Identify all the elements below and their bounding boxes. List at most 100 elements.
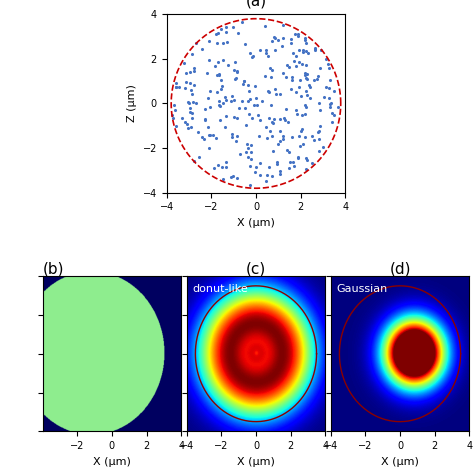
Point	[234, 68, 241, 75]
Point	[315, 99, 323, 106]
Point	[316, 106, 324, 114]
Point	[279, 132, 287, 140]
Point	[282, 73, 289, 81]
Point	[302, 39, 310, 46]
Point	[211, 62, 219, 70]
Point	[268, 66, 275, 74]
Point	[206, 103, 214, 111]
Point	[315, 147, 323, 155]
Point	[276, 170, 283, 178]
Point	[191, 100, 199, 107]
Point	[172, 122, 179, 130]
Point	[168, 111, 176, 118]
Point	[265, 163, 273, 171]
Point	[240, 77, 247, 85]
Point	[330, 87, 338, 94]
Point	[246, 181, 254, 189]
Point	[256, 116, 264, 124]
Point	[311, 46, 319, 53]
Point	[188, 109, 196, 117]
Point	[283, 146, 291, 154]
Point	[292, 52, 300, 59]
Point	[274, 36, 282, 43]
Point	[203, 69, 211, 77]
Point	[251, 168, 259, 176]
Point	[219, 99, 227, 107]
Point	[182, 84, 189, 91]
Point	[214, 162, 221, 169]
Point	[268, 172, 276, 180]
Point	[244, 153, 252, 160]
X-axis label: X (μm): X (μm)	[237, 456, 275, 466]
Point	[233, 67, 241, 75]
Point	[191, 67, 198, 74]
Text: (b): (b)	[43, 261, 64, 276]
Point	[276, 90, 284, 98]
Point	[239, 80, 247, 87]
Point	[287, 35, 294, 43]
Point	[222, 23, 229, 30]
Point	[264, 87, 271, 94]
Point	[182, 69, 190, 76]
Point	[214, 29, 221, 36]
Point	[170, 101, 178, 109]
Point	[303, 87, 310, 95]
Point	[324, 60, 332, 68]
Point	[205, 145, 213, 152]
Point	[282, 105, 290, 112]
Point	[288, 39, 295, 47]
Point	[198, 134, 206, 141]
Point	[322, 83, 329, 91]
Point	[242, 148, 250, 156]
Point	[230, 97, 238, 104]
Point	[215, 101, 223, 109]
Point	[172, 107, 179, 114]
Title: (d): (d)	[389, 261, 411, 276]
Point	[297, 92, 305, 100]
Point	[251, 82, 258, 90]
Point	[200, 135, 208, 143]
Point	[190, 64, 198, 72]
Point	[218, 85, 225, 93]
Point	[228, 133, 236, 140]
Point	[296, 76, 303, 84]
Point	[301, 35, 309, 42]
Point	[219, 39, 227, 47]
Point	[299, 49, 306, 56]
Point	[268, 37, 276, 45]
Point	[313, 75, 321, 82]
Point	[303, 70, 311, 78]
Point	[188, 90, 196, 98]
Point	[295, 83, 303, 91]
Point	[255, 133, 263, 140]
Point	[271, 46, 279, 54]
Point	[216, 71, 223, 78]
Point	[315, 136, 323, 143]
Point	[205, 56, 213, 64]
Point	[186, 109, 193, 116]
Point	[302, 154, 310, 162]
Point	[310, 76, 318, 84]
Point	[201, 105, 209, 113]
Point	[328, 99, 335, 107]
Point	[244, 145, 252, 152]
Point	[248, 53, 256, 61]
Point	[302, 165, 310, 173]
Point	[301, 101, 309, 109]
Point	[306, 82, 313, 89]
Point	[299, 46, 307, 54]
Point	[294, 155, 301, 162]
Point	[269, 119, 277, 127]
Point	[182, 78, 190, 86]
Point	[263, 171, 271, 178]
Point	[243, 140, 251, 148]
Y-axis label: Z (μm): Z (μm)	[127, 84, 137, 122]
Point	[288, 133, 295, 141]
Point	[303, 156, 311, 164]
X-axis label: X (μm): X (μm)	[237, 218, 275, 228]
Point	[289, 50, 296, 57]
Point	[180, 59, 188, 67]
Point	[187, 124, 194, 131]
Point	[232, 74, 240, 82]
Point	[267, 73, 275, 81]
